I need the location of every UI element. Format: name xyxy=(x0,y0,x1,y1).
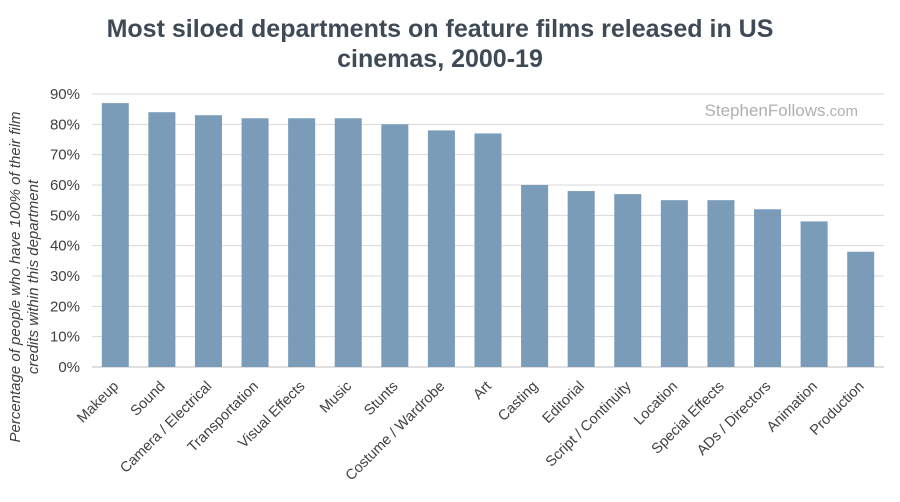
bar xyxy=(567,191,595,367)
bar xyxy=(101,103,129,367)
watermark: StephenFollows.com xyxy=(705,101,858,120)
x-category-label: Sound xyxy=(128,379,169,420)
bars xyxy=(101,103,875,368)
bar xyxy=(194,115,222,367)
bar xyxy=(660,200,688,367)
y-tick-label: 50% xyxy=(50,207,80,224)
y-axis-label-line-2: credits within this department xyxy=(25,179,42,374)
y-tick-label: 70% xyxy=(50,147,80,164)
bar xyxy=(241,118,269,368)
y-tick-label: 30% xyxy=(50,268,80,285)
bar xyxy=(800,221,828,367)
bar xyxy=(707,200,735,367)
bar xyxy=(754,209,782,367)
bar xyxy=(148,112,176,367)
x-category-label: Casting xyxy=(495,379,541,425)
y-axis-label-line-1: Percentage of people who have 100% of th… xyxy=(7,111,24,442)
y-tick-label: 90% xyxy=(50,86,80,103)
bar xyxy=(847,251,875,367)
watermark-suffix: .com xyxy=(825,103,858,120)
y-tick-label: 10% xyxy=(50,329,80,346)
y-tick-label: 80% xyxy=(50,116,80,133)
x-category-label: Editorial xyxy=(540,379,588,427)
x-category-label: Music xyxy=(317,379,355,417)
bar xyxy=(427,130,455,367)
bar xyxy=(334,118,362,368)
watermark-brand: StephenFollows xyxy=(705,101,826,120)
y-axis-label: Percentage of people who have 100% of th… xyxy=(7,111,42,442)
chart-title-line-1: Most siloed departments on feature films… xyxy=(107,15,774,43)
bar xyxy=(614,194,642,367)
y-tick-label: 40% xyxy=(50,238,80,255)
bar xyxy=(474,133,502,367)
x-category-label: Art xyxy=(470,379,494,403)
bar xyxy=(288,118,316,368)
y-tick-label: 60% xyxy=(50,177,80,194)
chart-title-line-2: cinemas, 2000-19 xyxy=(337,45,543,73)
x-category-label: Script / Continuity xyxy=(543,378,635,470)
x-category-label: Makeup xyxy=(74,379,122,427)
y-tick-label: 20% xyxy=(50,298,80,315)
bar xyxy=(381,124,409,367)
bar xyxy=(521,185,549,367)
y-axis-ticks: 0% 10% 20% 30% 40% 50% 60% 70% 80% 90% xyxy=(50,86,80,376)
y-tick-label: 0% xyxy=(58,359,80,376)
x-category-label: Stunts xyxy=(361,379,401,419)
